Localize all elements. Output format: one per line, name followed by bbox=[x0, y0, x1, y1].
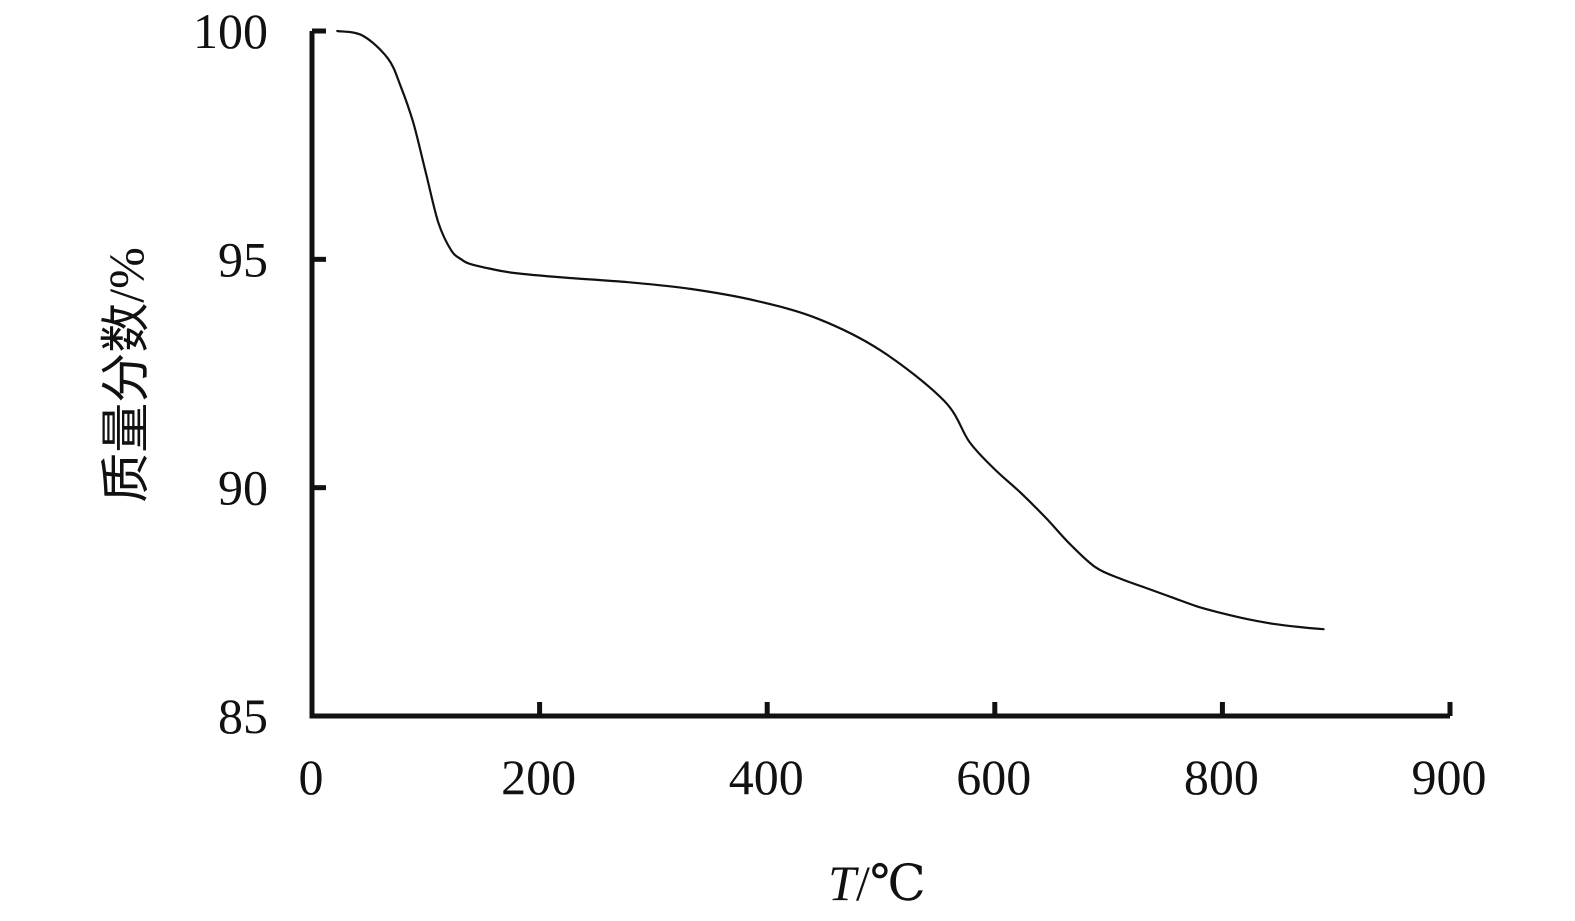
y-tick-label: 100 bbox=[193, 3, 268, 59]
x-tick-label: 200 bbox=[501, 749, 576, 805]
y-tick-label: 95 bbox=[218, 231, 268, 287]
x-tick-label: 400 bbox=[729, 749, 804, 805]
x-tick-label: 800 bbox=[1184, 749, 1259, 805]
y-tick-label: 85 bbox=[218, 688, 268, 744]
x-axis-title: T/℃ bbox=[828, 855, 926, 911]
y-tick-label: 90 bbox=[218, 460, 268, 516]
x-axis-title-unit: /℃ bbox=[856, 855, 926, 911]
y-axis-title: 质量分数/% bbox=[98, 247, 154, 503]
x-ticks: 0 200 400 600 800 900 bbox=[299, 702, 1487, 805]
mass-fraction-curve bbox=[336, 29, 1325, 631]
x-tick-label: 900 bbox=[1412, 749, 1487, 805]
x-tick-label: 0 bbox=[299, 749, 324, 805]
y-ticks: 85 90 95 100 bbox=[193, 3, 326, 744]
axes bbox=[309, 31, 1450, 719]
x-tick-label: 600 bbox=[956, 749, 1031, 805]
x-axis-title-symbol: T bbox=[828, 855, 859, 911]
